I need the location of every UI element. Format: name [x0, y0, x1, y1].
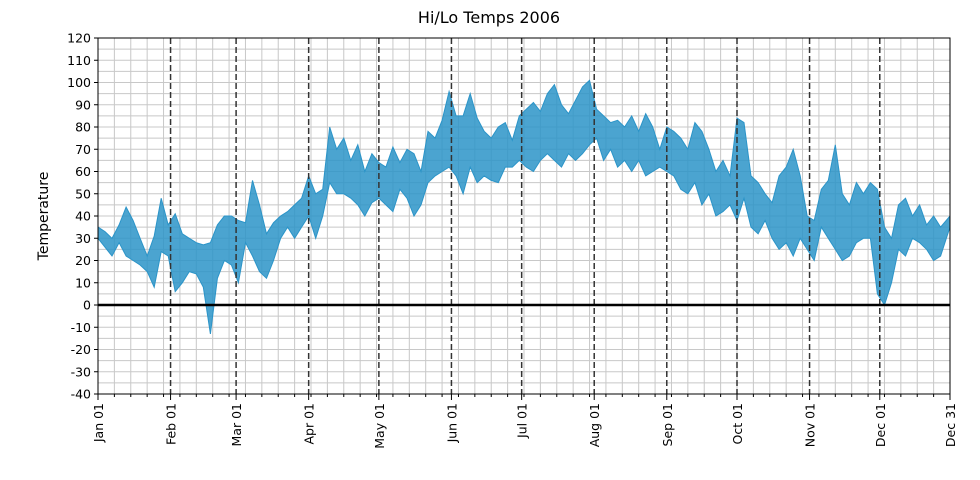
reference-lines [98, 38, 950, 394]
y-tick-label: 120 [67, 31, 91, 46]
plot-frame [97, 37, 951, 395]
x-tick-label: Jul 01 [515, 403, 530, 439]
y-tick-label: 100 [67, 75, 91, 90]
x-tick-label: Dec 31 [943, 403, 958, 447]
y-tick-label: 80 [75, 120, 91, 135]
x-tick-label: Feb 01 [164, 403, 179, 445]
y-tick-label: -20 [71, 342, 91, 357]
y-tick-label: 70 [75, 142, 91, 157]
y-tick-label: -30 [71, 364, 91, 379]
x-tick-label: Jan 01 [91, 403, 106, 443]
y-tick-label: 0 [83, 298, 91, 313]
y-tick-label: 10 [75, 275, 91, 290]
y-axis-label: Temperature [36, 172, 52, 262]
y-tick-label: 90 [75, 97, 91, 112]
y-tick-label: 110 [67, 53, 91, 68]
x-tick-label: Apr 01 [302, 403, 317, 445]
x-tick-label: Nov 01 [803, 403, 818, 447]
x-tick-label: Dec 01 [873, 403, 888, 447]
x-tick-label: May 01 [372, 403, 387, 449]
y-tick-label: 20 [75, 253, 91, 268]
y-tick-label: -10 [71, 320, 91, 335]
y-tick-label: 30 [75, 231, 91, 246]
tick-layer: -40 -30 -20 -10 0 10 20 30 40 50 60 70 80 90 100 110 120… [67, 31, 958, 449]
y-tick-label: 50 [75, 186, 91, 201]
x-tick-label: Oct 01 [730, 403, 745, 445]
x-tick-label: Aug 01 [587, 403, 602, 447]
chart-title: Hi/Lo Temps 2006 [418, 8, 560, 27]
x-tick-label: Mar 01 [229, 403, 244, 446]
x-tick-label: Sep 01 [660, 403, 675, 446]
x-tick-label: Jun 01 [444, 403, 459, 443]
y-tick-label: -40 [71, 387, 91, 402]
y-tick-label: 60 [75, 164, 91, 179]
y-tick-label: 40 [75, 209, 91, 224]
